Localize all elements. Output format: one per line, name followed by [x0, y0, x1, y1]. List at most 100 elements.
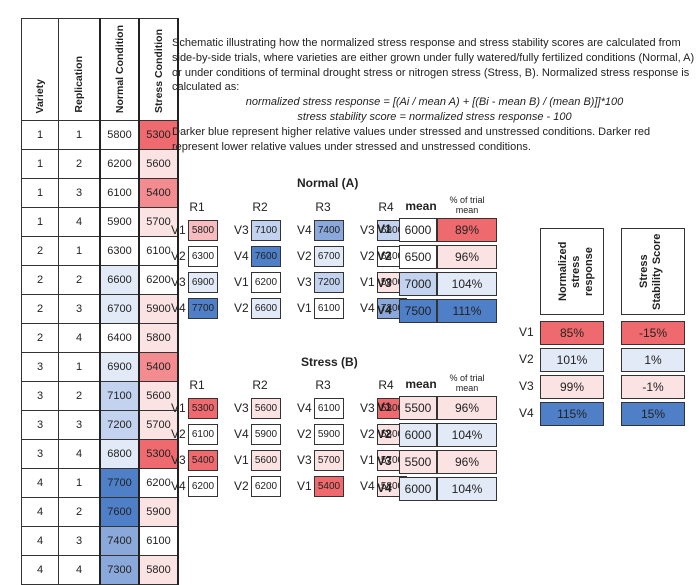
cell-replication: 1: [58, 352, 101, 383]
cell-normal-condition: 7400: [99, 526, 140, 557]
normalized-stress-response-cell: 115%: [540, 402, 604, 426]
cell-replication: 4: [58, 323, 101, 354]
plot-variety-label: V4: [360, 479, 375, 493]
summary-variety-label: V3: [377, 276, 392, 290]
cell-variety: 2: [21, 294, 59, 325]
cell-stress-condition: 6100: [138, 526, 179, 557]
cell-variety: 1: [21, 178, 59, 209]
summary-variety-label: V2: [377, 249, 392, 263]
plot-yield-cell: 6100: [314, 298, 344, 319]
cell-variety: 4: [21, 555, 59, 585]
plot-yield-cell: 6100: [314, 398, 344, 419]
rep-header: R4: [378, 378, 394, 392]
plot-variety-label: V2: [360, 427, 375, 441]
result-variety-label: V4: [519, 406, 534, 420]
cell-normal-condition: 6700: [99, 294, 140, 325]
raw-data-header-row: Variety Replication Normal Condition Str…: [21, 17, 179, 122]
cell-normal-condition: 6600: [99, 265, 140, 296]
plot-yield-cell: 5400: [188, 450, 218, 471]
plot-yield-cell: 7600: [251, 246, 281, 267]
raw-data-row: 4 4 7300 5800: [21, 555, 179, 585]
cell-stress-condition: 5800: [138, 555, 179, 585]
plot-yield-cell: 5900: [314, 424, 344, 445]
plot-variety-label: V3: [297, 275, 312, 289]
plot-variety-label: V4: [171, 301, 186, 315]
plot-variety-label: V1: [171, 401, 186, 415]
variety-mean-cell: 6000: [399, 218, 437, 242]
plot-yield-cell: 5600: [251, 398, 281, 419]
percent-of-trial-mean-header: % of trial mean: [449, 373, 485, 393]
plot-yield-cell: 7100: [251, 220, 281, 241]
cell-variety: 4: [21, 468, 59, 499]
raw-data-row: 1 4 5900 5700: [21, 207, 179, 238]
plot-variety-label: V2: [360, 249, 375, 263]
cell-replication: 2: [58, 265, 101, 296]
cell-normal-condition: 6400: [99, 323, 140, 354]
cell-normal-condition: 7100: [99, 381, 140, 412]
plot-yield-cell: 6900: [188, 272, 218, 293]
raw-data-row: 2 3 6700 5900: [21, 294, 179, 325]
cell-stress-condition: 5300: [138, 120, 179, 151]
cell-variety: 2: [21, 323, 59, 354]
plot-variety-label: V4: [297, 223, 312, 237]
plot-variety-label: V3: [360, 223, 375, 237]
cell-stress-condition: 6200: [138, 468, 179, 499]
percent-of-trial-mean-cell: 104%: [437, 477, 497, 501]
variety-mean-cell: 5500: [399, 450, 437, 474]
rep-header: R1: [189, 378, 205, 392]
rep-header: R4: [378, 200, 394, 214]
formula-normalized-stress-response: normalized stress response = [(Ai / mean…: [245, 96, 624, 109]
plot-variety-label: V1: [234, 453, 249, 467]
description-paragraph-2: Darker blue represent higher relative va…: [172, 125, 651, 153]
plot-variety-label: V3: [171, 275, 186, 289]
header-stress-condition: Stress Condition: [138, 17, 179, 122]
variety-mean-cell: 7000: [399, 272, 437, 296]
description-text: Schematic illustrating how the normalize…: [172, 36, 697, 154]
cell-stress-condition: 5600: [138, 381, 179, 412]
cell-replication: 1: [58, 120, 101, 151]
result-variety-label: V1: [519, 325, 534, 339]
plot-variety-label: V4: [171, 479, 186, 493]
rep-header: R2: [252, 200, 268, 214]
cell-variety: 4: [21, 526, 59, 557]
plot-yield-cell: 7700: [188, 298, 218, 319]
raw-data-row: 4 1 7700 6200: [21, 468, 179, 499]
cell-variety: 1: [21, 207, 59, 238]
plot-variety-label: V3: [360, 401, 375, 415]
cell-replication: 2: [58, 381, 101, 412]
percent-of-trial-mean-cell: 104%: [437, 423, 497, 447]
cell-normal-condition: 6100: [99, 178, 140, 209]
cell-normal-condition: 7200: [99, 410, 140, 441]
stress-stability-score-cell: 15%: [621, 402, 685, 426]
cell-variety: 3: [21, 439, 59, 470]
plot-yield-cell: 5300: [188, 398, 218, 419]
plot-yield-cell: 5400: [314, 476, 344, 497]
plot-variety-label: V3: [297, 453, 312, 467]
plot-yield-cell: 7200: [314, 272, 344, 293]
cell-stress-condition: 5300: [138, 439, 179, 470]
plot-yield-cell: 6300: [188, 246, 218, 267]
cell-replication: 3: [58, 178, 101, 209]
plot-variety-label: V2: [297, 249, 312, 263]
plot-yield-cell: 5700: [314, 450, 344, 471]
cell-normal-condition: 6900: [99, 352, 140, 383]
cell-stress-condition: 5600: [138, 149, 179, 180]
description-paragraph-1: Schematic illustrating how the normalize…: [172, 37, 695, 94]
raw-data-row: 1 2 6200 5600: [21, 149, 179, 180]
plot-variety-label: V1: [297, 479, 312, 493]
ssc-header-box: [621, 228, 685, 315]
rep-header: R1: [189, 200, 205, 214]
cell-stress-condition: 5900: [138, 497, 179, 528]
percent-of-trial-mean-cell: 96%: [437, 396, 497, 420]
cell-normal-condition: 6800: [99, 439, 140, 470]
percent-of-trial-mean-cell: 111%: [437, 299, 497, 323]
summary-variety-label: V2: [377, 427, 392, 441]
plot-yield-cell: 5900: [251, 424, 281, 445]
cell-variety: 3: [21, 381, 59, 412]
plot-variety-label: V1: [297, 301, 312, 315]
header-replication: Replication: [58, 17, 101, 122]
cell-normal-condition: 5900: [99, 207, 140, 238]
variety-mean-cell: 6000: [399, 477, 437, 501]
cell-replication: 4: [58, 439, 101, 470]
raw-data-row: 3 4 6800 5300: [21, 439, 179, 470]
